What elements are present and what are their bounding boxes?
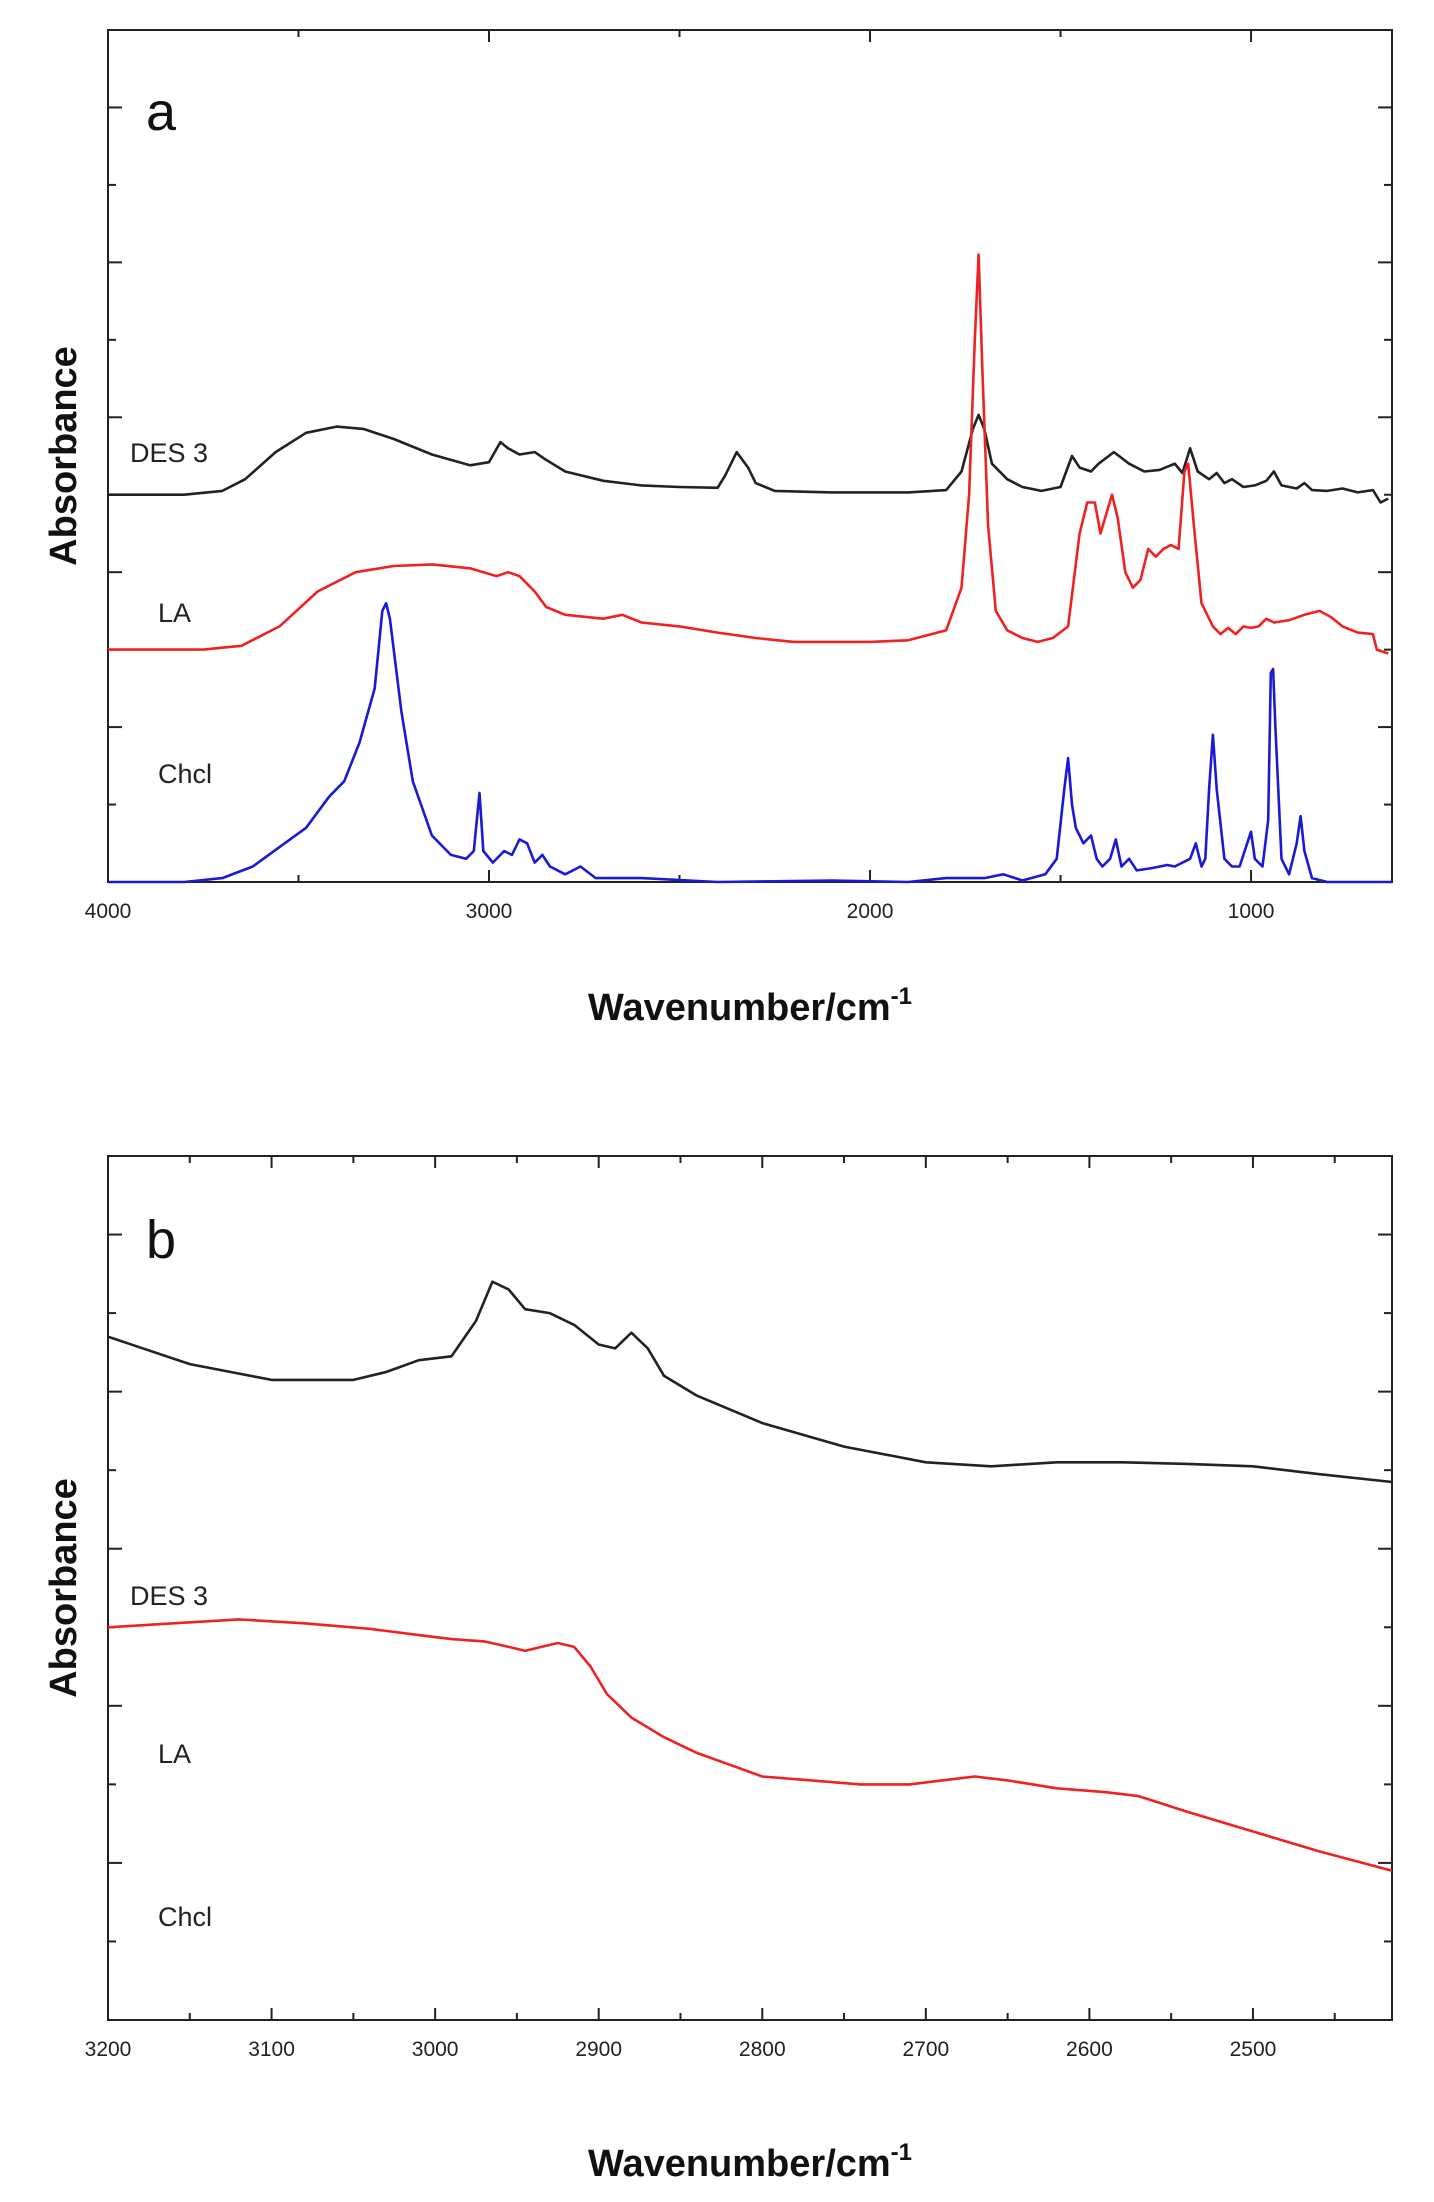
x-tick-label: 2600 (1066, 2038, 1113, 2061)
x-tick-label: 4000 (85, 900, 132, 923)
plot-frame (107, 1155, 1393, 2021)
series-line-la (108, 253, 1389, 655)
x-tick-label: 2700 (902, 2038, 949, 2061)
series-label-chcl: Chcl (158, 759, 212, 789)
x-tick-label: 2900 (575, 2038, 622, 2061)
x-tick-label: 3200 (85, 2038, 132, 2061)
x-tick-label: 2000 (847, 900, 894, 923)
chart-panel-a: 4000 3000 2000 1000 DES 3 LA Chcl a Absorbance Wa… (0, 0, 1434, 1100)
x-axis-title: Wavenumber/cm-1 (588, 2139, 912, 2185)
y-axis-title: Absorbance (43, 346, 85, 566)
x-tick-label: 3000 (466, 900, 513, 923)
chart-a-svg: 4000 3000 2000 1000 DES 3 LA Chcl a Absorbance Wa… (43, 29, 1393, 1029)
y-axis-title: Absorbance (43, 1478, 85, 1698)
series-line-la (107, 1618, 1393, 1873)
series-line-chcl (108, 601, 1392, 884)
panel-label: b (146, 1210, 176, 1270)
plot-frame (107, 29, 1393, 883)
x-axis-title: Wavenumber/cm-1 (588, 983, 912, 1029)
series-line-des-3 (108, 413, 1389, 504)
x-tick-label: 1000 (1228, 900, 1275, 923)
series-label-la: LA (158, 598, 191, 628)
series-label-chcl: Chcl (158, 1902, 212, 1932)
series-label-des-3: DES 3 (130, 438, 208, 468)
x-tick-label: 3000 (412, 2038, 459, 2061)
chart-panel-b: 3200 3100 3000 2900 2800 2700 2600 2500 DES 3 LA C… (0, 1100, 1434, 2202)
x-tick-label: 2800 (739, 2038, 786, 2061)
panel-label: a (146, 82, 177, 142)
series-label-la: LA (158, 1739, 191, 1769)
series-line-des-3 (107, 1280, 1393, 1484)
chart-b-svg: 3200 3100 3000 2900 2800 2700 2600 2500 DES 3 LA C… (43, 1155, 1393, 2185)
x-tick-label: 2500 (1230, 2038, 1277, 2061)
series-label-des-3: DES 3 (130, 1581, 208, 1611)
x-tick-label: 3100 (248, 2038, 295, 2061)
